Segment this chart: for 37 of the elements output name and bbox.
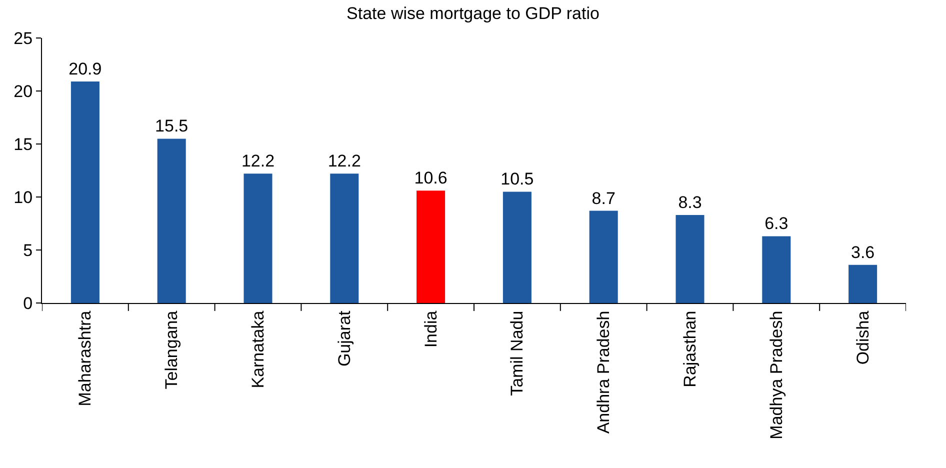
- y-tick-label: 25: [14, 28, 33, 48]
- data-label: 10.6: [414, 168, 448, 188]
- bar: [762, 236, 791, 303]
- y-tick-label: 0: [23, 294, 33, 313]
- data-label: 15.5: [155, 116, 188, 136]
- bar: [244, 174, 272, 303]
- x-tick-label: Maharashtra: [76, 310, 95, 406]
- y-tick-label: 20: [14, 82, 33, 101]
- y-tick-label: 5: [23, 240, 33, 260]
- x-tick-label: Gujarat: [334, 310, 354, 367]
- bar: [848, 264, 878, 303]
- x-tick-label: Andhra Pradesh: [594, 310, 614, 434]
- bar: [416, 190, 446, 303]
- bar: [676, 215, 704, 303]
- bar: [70, 81, 100, 303]
- data-label: 10.5: [500, 170, 534, 189]
- x-tick-label: India: [421, 310, 440, 348]
- bar: [502, 192, 532, 303]
- data-label: 8.3: [678, 193, 702, 212]
- data-label: 12.2: [241, 152, 275, 171]
- chart-title: State wise mortgage to GDP ratio: [346, 4, 600, 23]
- x-tick-label: Rajasthan: [680, 310, 700, 388]
- data-label: 8.7: [592, 188, 616, 208]
- data-label: 12.2: [328, 152, 361, 171]
- x-tick-label: Karnataka: [248, 310, 268, 388]
- data-label: 20.9: [68, 59, 102, 78]
- bar: [330, 174, 359, 303]
- bar: [589, 210, 618, 303]
- data-label: 6.3: [764, 214, 788, 234]
- x-tick-label: Madhya Pradesh: [766, 310, 786, 440]
- y-tick-label: 15: [14, 134, 33, 154]
- y-tick-label: 10: [14, 188, 33, 207]
- data-label: 3.6: [850, 242, 875, 262]
- bar: [157, 138, 186, 303]
- x-tick-label: Odisha: [853, 310, 872, 365]
- x-tick-label: Tamil Nadu: [508, 310, 527, 396]
- x-tick-label: Telangana: [162, 310, 182, 390]
